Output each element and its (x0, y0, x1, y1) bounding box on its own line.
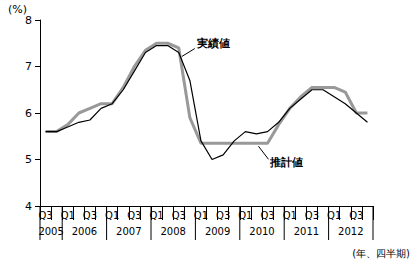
svg-text:Q3: Q3 (127, 210, 141, 221)
svg-text:2011: 2011 (294, 226, 319, 237)
svg-text:Q1: Q1 (61, 210, 75, 221)
svg-text:2012: 2012 (338, 226, 363, 237)
svg-text:Q3: Q3 (83, 210, 97, 221)
svg-text:Q3: Q3 (172, 210, 186, 221)
svg-text:Q1: Q1 (327, 210, 341, 221)
svg-text:Q1: Q1 (283, 210, 297, 221)
svg-text:6: 6 (25, 107, 32, 120)
svg-text:Q1: Q1 (194, 210, 208, 221)
svg-text:2010: 2010 (249, 226, 274, 237)
svg-text:Q1: Q1 (105, 210, 119, 221)
svg-text:Q3: Q3 (260, 210, 274, 221)
svg-text:Q1: Q1 (149, 210, 163, 221)
svg-text:Q3: Q3 (305, 210, 319, 221)
svg-text:2005: 2005 (38, 226, 63, 237)
svg-text:Q3: Q3 (216, 210, 230, 221)
svg-text:(年、四半期): (年、四半期) (352, 248, 410, 259)
svg-text:Q3: Q3 (349, 210, 363, 221)
svg-text:Q1: Q1 (238, 210, 252, 221)
svg-text:実績値: 実績値 (196, 37, 230, 50)
svg-text:2008: 2008 (160, 226, 185, 237)
svg-text:推計値: 推計値 (269, 156, 303, 169)
svg-text:7: 7 (25, 60, 32, 73)
svg-text:2006: 2006 (72, 226, 97, 237)
svg-text:Q3: Q3 (38, 210, 52, 221)
svg-text:2009: 2009 (205, 226, 230, 237)
svg-text:8: 8 (25, 14, 32, 27)
svg-text:5: 5 (25, 153, 32, 166)
svg-text:4: 4 (25, 200, 32, 213)
svg-text:2007: 2007 (116, 226, 141, 237)
